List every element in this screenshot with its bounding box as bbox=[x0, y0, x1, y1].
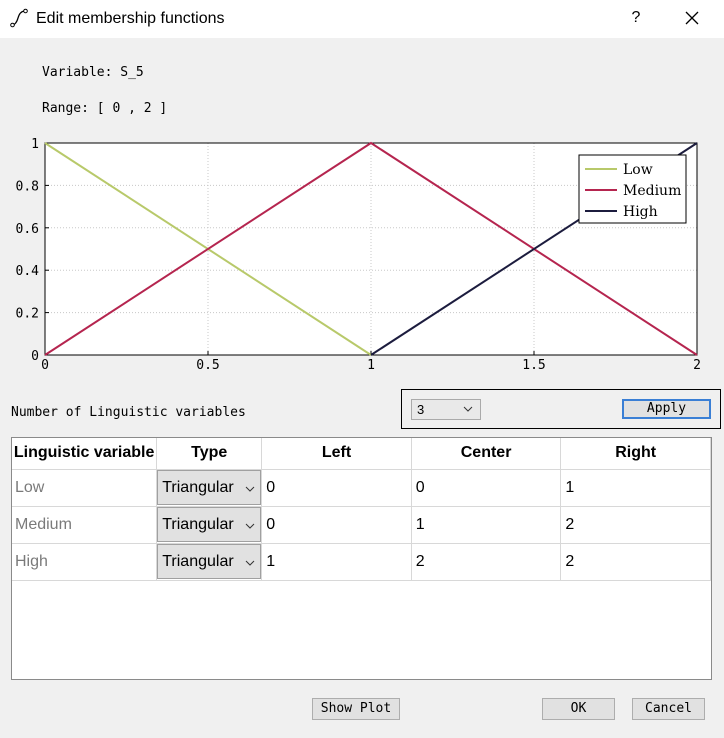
center-cell[interactable]: 0 bbox=[411, 469, 562, 507]
y-tick-label: 1 bbox=[31, 137, 39, 152]
x-tick-label: 0 bbox=[41, 358, 49, 373]
linguistic-count-controls: 3 Apply bbox=[401, 389, 721, 429]
membership-plot: 0 0.5 1 1.5 2 0 0.2 0.4 0.6 0.8 1 Low Medium High bbox=[12, 128, 712, 380]
header-type[interactable]: Type bbox=[156, 438, 263, 470]
x-tick-label: 1 bbox=[367, 358, 375, 373]
y-tick-label: 0.6 bbox=[16, 222, 39, 237]
legend-label-high: High bbox=[623, 204, 658, 220]
left-cell[interactable]: 1 bbox=[261, 543, 412, 581]
x-tick-label: 2 bbox=[693, 358, 701, 373]
header-right[interactable]: Right bbox=[560, 438, 711, 470]
curve-icon bbox=[10, 8, 28, 28]
chevron-down-icon bbox=[245, 523, 255, 529]
linguistic-count-label: Number of Linguistic variables bbox=[11, 405, 246, 420]
legend-label-medium: Medium bbox=[623, 183, 681, 199]
title-bar: Edit membership functions ? bbox=[0, 0, 724, 38]
cancel-button[interactable]: Cancel bbox=[632, 698, 705, 720]
left-cell[interactable]: 0 bbox=[261, 506, 412, 544]
linguistic-name-cell[interactable]: High bbox=[12, 543, 158, 581]
right-cell[interactable]: 1 bbox=[560, 469, 711, 507]
header-linguistic-variable[interactable]: Linguistic variable bbox=[12, 438, 158, 470]
type-cell: Triangular bbox=[156, 469, 263, 507]
range-label: Range: [ 0 , 2 ] bbox=[42, 101, 168, 116]
type-value: Triangular bbox=[162, 553, 234, 570]
help-button[interactable]: ? bbox=[631, 9, 641, 26]
header-left[interactable]: Left bbox=[261, 438, 412, 470]
right-cell[interactable]: 2 bbox=[560, 543, 711, 581]
chevron-down-icon bbox=[245, 560, 255, 566]
chevron-down-icon bbox=[245, 486, 255, 492]
type-cell: Triangular bbox=[156, 506, 263, 544]
center-cell[interactable]: 1 bbox=[411, 506, 562, 544]
chevron-down-icon bbox=[463, 406, 473, 412]
y-tick-label: 0.2 bbox=[16, 307, 39, 322]
center-cell[interactable]: 2 bbox=[411, 543, 562, 581]
linguistic-name-cell[interactable]: Medium bbox=[12, 506, 158, 544]
left-cell[interactable]: 0 bbox=[261, 469, 412, 507]
y-tick-label: 0.8 bbox=[16, 179, 39, 194]
window-title: Edit membership functions bbox=[36, 10, 225, 27]
legend-label-low: Low bbox=[623, 162, 653, 178]
type-select[interactable]: Triangular bbox=[157, 544, 262, 579]
table-row: Low Triangular 0 0 1 bbox=[12, 469, 711, 507]
membership-table: Linguistic variable Type Left Center Rig… bbox=[11, 437, 712, 680]
x-tick-label: 0.5 bbox=[196, 358, 219, 373]
count-value: 3 bbox=[417, 402, 425, 417]
type-select[interactable]: Triangular bbox=[157, 507, 262, 542]
show-plot-button[interactable]: Show Plot bbox=[312, 698, 400, 720]
linguistic-name-cell[interactable]: Low bbox=[12, 469, 158, 507]
header-center[interactable]: Center bbox=[411, 438, 562, 470]
series-line-medium bbox=[44, 141, 698, 356]
right-cell[interactable]: 2 bbox=[560, 506, 711, 544]
table-header-row: Linguistic variable Type Left Center Rig… bbox=[12, 438, 711, 470]
count-select[interactable]: 3 bbox=[411, 399, 481, 420]
variable-label: Variable: S_5 bbox=[42, 65, 144, 80]
table-row: Medium Triangular 0 1 2 bbox=[12, 506, 711, 544]
ok-button[interactable]: OK bbox=[542, 698, 615, 720]
type-select[interactable]: Triangular bbox=[157, 470, 262, 505]
y-tick-label: 0.4 bbox=[16, 264, 40, 279]
apply-button[interactable]: Apply bbox=[622, 399, 711, 419]
x-tick-label: 1.5 bbox=[522, 358, 545, 373]
close-icon[interactable] bbox=[680, 6, 704, 30]
type-cell: Triangular bbox=[156, 543, 263, 581]
type-value: Triangular bbox=[162, 479, 234, 496]
y-tick-label: 0 bbox=[31, 349, 39, 364]
type-value: Triangular bbox=[162, 516, 234, 533]
table-row: High Triangular 1 2 2 bbox=[12, 543, 711, 581]
chart-svg: 0 0.5 1 1.5 2 0 0.2 0.4 0.6 0.8 1 Low Medium High bbox=[16, 137, 701, 373]
